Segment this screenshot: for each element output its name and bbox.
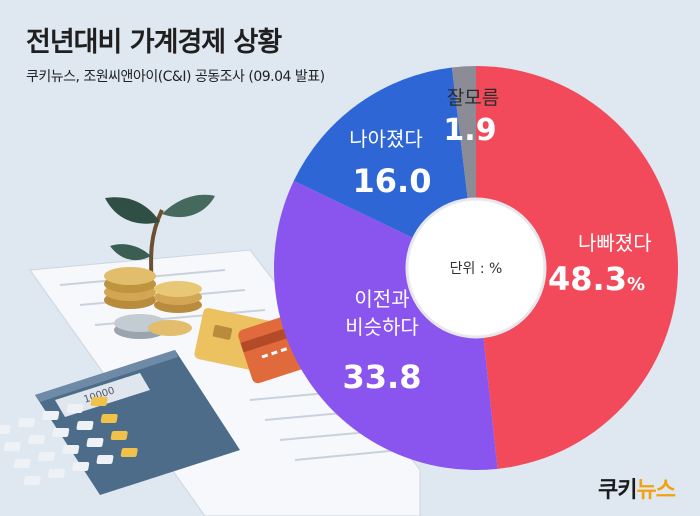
calculator-key xyxy=(96,455,114,464)
calculator-key xyxy=(110,431,128,440)
donut-hole xyxy=(405,197,547,339)
calculator-key xyxy=(18,418,35,427)
calculator-key xyxy=(90,397,108,406)
slice-name-label: 나아졌다 xyxy=(349,127,423,151)
pie-slice xyxy=(476,66,679,469)
calculator-key xyxy=(28,435,45,444)
calculator-key xyxy=(66,404,84,413)
slice-value-label: 16.0 xyxy=(353,162,432,200)
calculator-key xyxy=(0,425,11,434)
calculator-key xyxy=(72,462,90,471)
calculator-key xyxy=(38,452,55,461)
calculator-key xyxy=(42,411,60,420)
calculator-key xyxy=(23,476,41,485)
calculator-key xyxy=(86,438,104,447)
slice-name-label: 이전과 비슷하다 xyxy=(345,287,419,339)
calculator-key xyxy=(3,442,21,451)
calculator-key xyxy=(100,414,118,423)
slice-value-label: 1.9 xyxy=(443,113,496,148)
brand-name-part2: 뉴스 xyxy=(636,478,675,503)
slice-name-label: 나빠졌다 xyxy=(578,231,652,255)
page-title: 전년대비 가계경제 상황 xyxy=(26,27,282,58)
calculator-icon: 10000 xyxy=(0,350,240,495)
brand-name-part1: 쿠키 xyxy=(598,478,637,503)
slice-value-label: 33.8 xyxy=(343,358,422,396)
calculator-key xyxy=(13,459,31,468)
calculator-key xyxy=(120,448,138,457)
calculator-key xyxy=(52,428,70,437)
slice-name-label: 잘모름 xyxy=(447,87,499,109)
calculator-key xyxy=(76,421,94,430)
brand-logo: 쿠키뉴스 xyxy=(598,472,676,504)
chart-center-label: 단위 : % xyxy=(450,261,503,277)
calculator-key xyxy=(48,469,65,478)
calculator-key xyxy=(62,445,80,454)
coins-icon xyxy=(104,267,202,339)
page-subtitle: 쿠키뉴스, 조원씨앤아이(C&I) 공동조사 (09.04 발표) xyxy=(26,69,325,85)
